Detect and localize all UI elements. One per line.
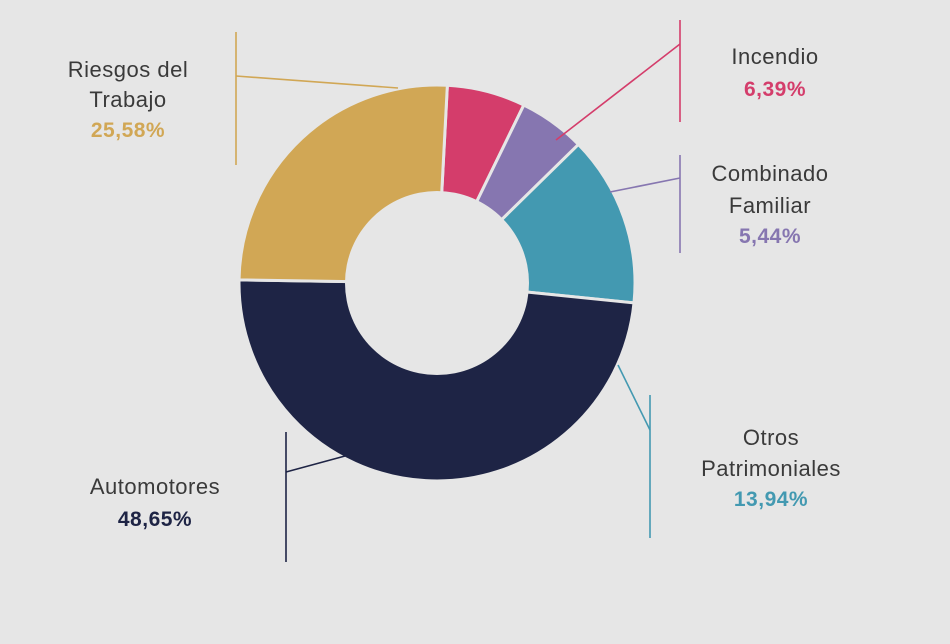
label-otros-line-2: Patrimoniales — [701, 456, 841, 481]
label-riesgos-value: 25,58% — [91, 119, 165, 142]
leader-line-riesgos — [235, 75, 399, 89]
leader-line-incendio — [555, 43, 681, 141]
leader-lines — [235, 20, 681, 562]
leader-line-otros — [617, 364, 651, 431]
label-automotores-line-1: Automotores — [90, 474, 220, 499]
label-otros: Otros Patrimoniales 13,94% — [701, 425, 841, 511]
label-riesgos-line-1: Riesgos del — [68, 57, 188, 82]
label-incendio: Incendio 6,39% — [731, 44, 818, 101]
label-incendio-line-1: Incendio — [731, 44, 818, 69]
label-riesgos-line-2: Trabajo — [89, 87, 166, 112]
label-otros-line-1: Otros — [743, 425, 799, 450]
label-otros-value: 13,94% — [734, 488, 808, 511]
label-combinado: Combinado Familiar 5,44% — [711, 161, 828, 248]
label-automotores: Automotores 48,65% — [90, 474, 220, 531]
label-riesgos: Riesgos del Trabajo 25,58% — [68, 57, 188, 142]
donut-hole — [345, 191, 529, 375]
label-incendio-value: 6,39% — [744, 78, 806, 101]
leader-line-automotores — [285, 455, 346, 473]
label-automotores-value: 48,65% — [118, 508, 192, 531]
label-combinado-line-2: Familiar — [729, 193, 811, 218]
slice-automotores — [237, 278, 636, 483]
label-combinado-value: 5,44% — [739, 225, 801, 248]
leader-line-combinado — [609, 177, 681, 193]
label-combinado-line-1: Combinado — [711, 161, 828, 186]
